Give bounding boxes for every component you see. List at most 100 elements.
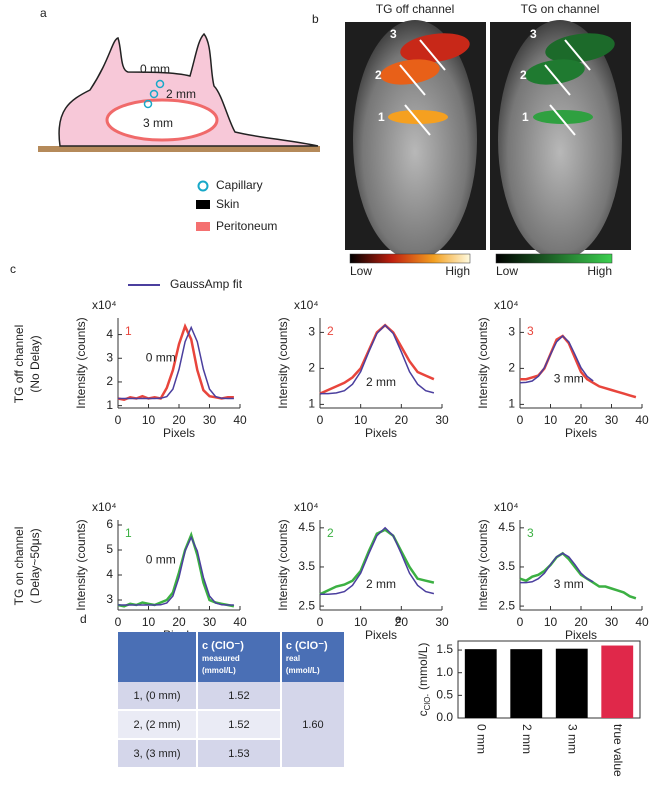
x-tick-label: 0 bbox=[517, 413, 524, 427]
series-line bbox=[117, 531, 235, 608]
curve-number: 1 bbox=[125, 324, 132, 338]
region-label: 3 bbox=[390, 27, 397, 41]
series-line bbox=[320, 526, 435, 596]
colorbar bbox=[349, 253, 471, 264]
y-tick-label: 1 bbox=[308, 397, 315, 411]
series-line bbox=[319, 528, 435, 596]
series-line bbox=[520, 334, 637, 399]
multiplier: x10⁴ bbox=[494, 500, 519, 514]
y-tick-label: 0.5 bbox=[436, 688, 453, 702]
header-unit: (mmol/L) bbox=[285, 665, 320, 675]
x-tick-label: 30 bbox=[435, 615, 449, 629]
x-axis-label: Pixels bbox=[163, 426, 195, 440]
multiplier: x10⁴ bbox=[294, 500, 319, 514]
curve-number: 3 bbox=[527, 324, 534, 338]
series-line bbox=[319, 323, 435, 395]
series-line bbox=[520, 552, 594, 584]
x-tick-label: 0 bbox=[115, 413, 122, 427]
x-tick-label: 20 bbox=[395, 413, 409, 427]
x-tick-label: true value bbox=[611, 724, 625, 777]
panel-letter: b bbox=[312, 12, 319, 26]
bar bbox=[464, 649, 497, 718]
colorbar-label: Low bbox=[496, 264, 518, 278]
curve-number: 3 bbox=[527, 526, 534, 540]
y-axis-label: Intensity (counts) bbox=[74, 317, 88, 408]
x-tick-label: 30 bbox=[203, 615, 217, 629]
x-tick-label: 0 bbox=[317, 413, 324, 427]
y-tick-label: 0.0 bbox=[436, 710, 453, 724]
panel-letter: a bbox=[40, 6, 47, 20]
multiplier: x10⁴ bbox=[92, 500, 117, 514]
x-tick-label: 10 bbox=[354, 615, 368, 629]
legend-label: GaussAmp fit bbox=[170, 277, 243, 291]
legend-label: Peritoneum bbox=[216, 219, 277, 233]
multiplier: x10⁴ bbox=[494, 298, 519, 312]
y-axis-label: Intensity (counts) bbox=[74, 519, 88, 610]
table-header: c (ClO⁻) measured (mmol/L) c (ClO⁻) real (… bbox=[118, 632, 347, 682]
depth-annotation: 0 mm bbox=[146, 351, 176, 365]
x-tick-label: 10 bbox=[544, 615, 558, 629]
y-tick-label: 2 bbox=[508, 361, 515, 375]
capillary bbox=[155, 79, 165, 89]
y-tick-label: 4 bbox=[106, 327, 113, 341]
colorbar-label: High bbox=[445, 264, 470, 278]
y-axis-label: Intensity (counts) bbox=[476, 317, 490, 408]
legend-label: Capillary bbox=[216, 178, 263, 192]
row-label: TG off channel bbox=[12, 325, 26, 404]
y-axis-label-main: c bbox=[416, 710, 430, 716]
cell: 1.53 bbox=[197, 739, 282, 769]
bar bbox=[555, 648, 588, 718]
depth-label: 2 mm bbox=[166, 87, 196, 101]
panel-letter: c bbox=[10, 262, 16, 276]
capillary bbox=[143, 99, 153, 109]
y-tick-label: 2 bbox=[308, 361, 315, 375]
cell: 2, (2 mm) bbox=[118, 710, 198, 740]
cell: 1.60 bbox=[280, 682, 347, 769]
x-axis-label: Pixels bbox=[365, 426, 397, 440]
y-tick-label: 4 bbox=[106, 567, 113, 581]
mouse-diagram bbox=[38, 32, 320, 152]
region-label: 1 bbox=[522, 110, 529, 124]
x-tick-label: 0 mm bbox=[475, 724, 489, 754]
channel-title: TG off channel bbox=[376, 2, 455, 16]
curve-number: 2 bbox=[327, 526, 334, 540]
region-label: 2 bbox=[375, 68, 382, 82]
x-tick-label: 20 bbox=[172, 413, 186, 427]
row-label: TG on channel bbox=[12, 527, 26, 606]
colorbar bbox=[495, 253, 613, 264]
x-tick-label: 20 bbox=[395, 615, 409, 629]
x-tick-label: 10 bbox=[142, 413, 156, 427]
panel-letter: e bbox=[395, 612, 402, 626]
series-line bbox=[519, 551, 637, 600]
x-tick-label: 10 bbox=[142, 615, 156, 629]
region-label: 2 bbox=[520, 68, 527, 82]
y-tick-label: 4.5 bbox=[298, 520, 315, 534]
depth-annotation: 3 mm bbox=[554, 371, 584, 385]
y-tick-label: 6 bbox=[106, 517, 113, 531]
header-cell bbox=[118, 632, 198, 682]
depth-annotation: 2 mm bbox=[366, 577, 396, 591]
y-tick-label: 5 bbox=[106, 542, 113, 556]
y-tick-label: 4.5 bbox=[498, 520, 515, 534]
table-row: 1, (0 mm) 1.52 1.60 bbox=[118, 682, 347, 769]
x-tick-label: 40 bbox=[635, 615, 649, 629]
y-tick-label: 2 bbox=[106, 374, 113, 388]
panel-letter: d bbox=[80, 612, 87, 626]
y-tick-label: 2.5 bbox=[298, 598, 315, 612]
image-off bbox=[345, 20, 486, 260]
multiplier: x10⁴ bbox=[92, 298, 117, 312]
cell: 1, (0 mm) bbox=[118, 682, 198, 711]
header-text: c (ClO⁻) bbox=[285, 639, 328, 652]
ground bbox=[38, 146, 320, 152]
header-sub: real bbox=[285, 653, 301, 663]
x-tick-label: 3 mm bbox=[566, 724, 580, 754]
x-tick-label: 30 bbox=[605, 413, 619, 427]
y-tick-label: 1 bbox=[508, 397, 515, 411]
y-axis-label: cClO- (mmol/L) bbox=[416, 643, 432, 717]
y-axis-label: Intensity (counts) bbox=[276, 317, 290, 408]
x-tick-label: 30 bbox=[605, 615, 619, 629]
series-line bbox=[118, 535, 234, 606]
region-label: 1 bbox=[378, 110, 385, 124]
